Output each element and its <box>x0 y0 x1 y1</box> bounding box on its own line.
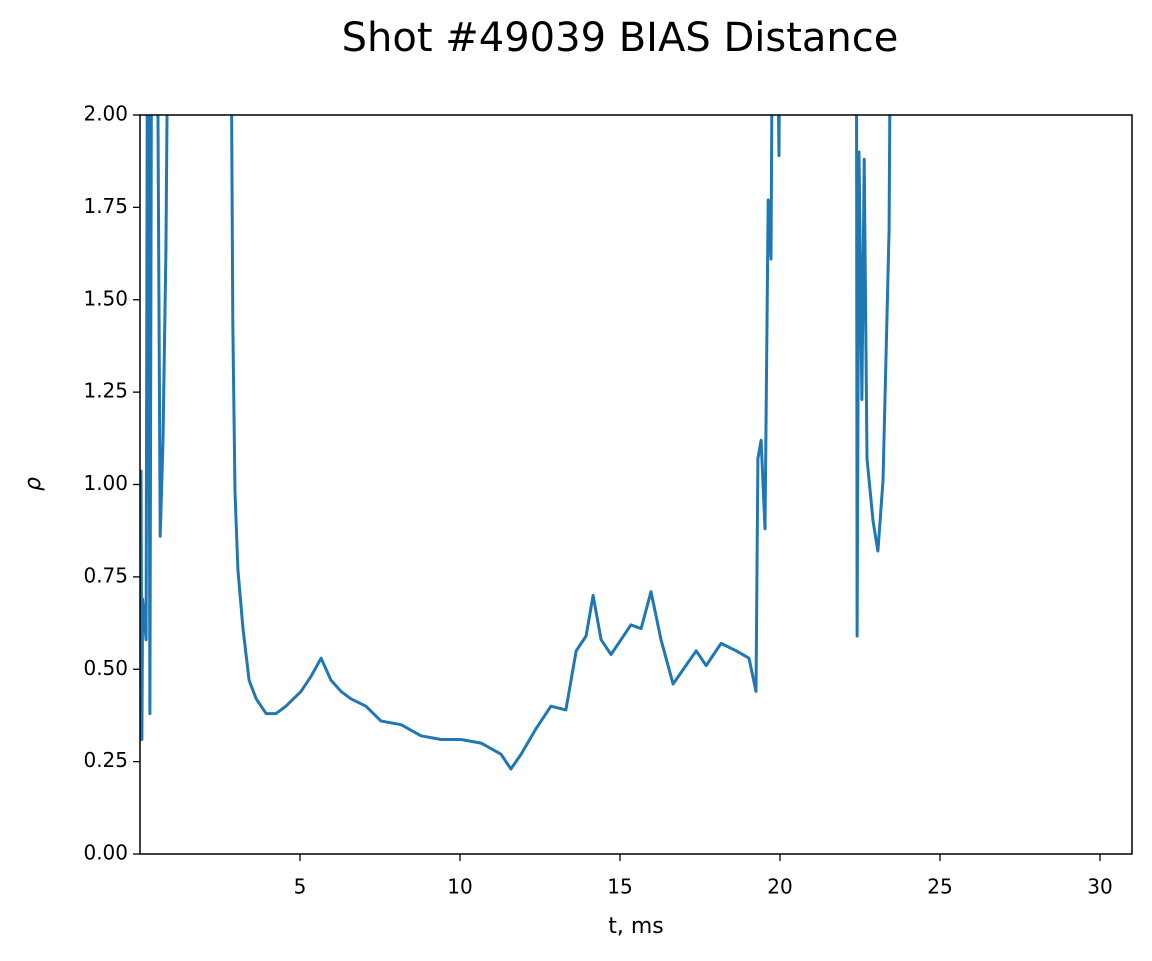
y-tick-label: 1.75 <box>83 194 128 218</box>
y-tick-label: 0.50 <box>83 656 128 680</box>
x-tick-label: 30 <box>1087 875 1112 899</box>
plot-area <box>140 115 892 771</box>
x-axis-label: t, ms <box>608 914 664 939</box>
x-tick-label: 25 <box>927 875 952 899</box>
chart-title: Shot #49039 BIAS Distance <box>342 15 899 61</box>
y-tick-label: 1.50 <box>83 286 128 310</box>
y-tick-label: 0.00 <box>83 841 128 865</box>
axes-frame <box>139 114 1133 855</box>
data-line <box>140 115 892 771</box>
y-tick-label: 0.25 <box>83 748 128 772</box>
x-tick-label: 5 <box>294 875 307 899</box>
x-tick-label: 15 <box>607 875 632 899</box>
y-tick-label: 2.00 <box>83 102 128 126</box>
x-tick-label: 10 <box>447 875 472 899</box>
x-tick-label: 20 <box>767 875 792 899</box>
y-tick-label: 0.75 <box>83 563 128 587</box>
y-axis-label: ρ <box>21 477 46 491</box>
y-tick-label: 1.25 <box>83 379 128 403</box>
y-tick-label: 1.00 <box>83 471 128 495</box>
